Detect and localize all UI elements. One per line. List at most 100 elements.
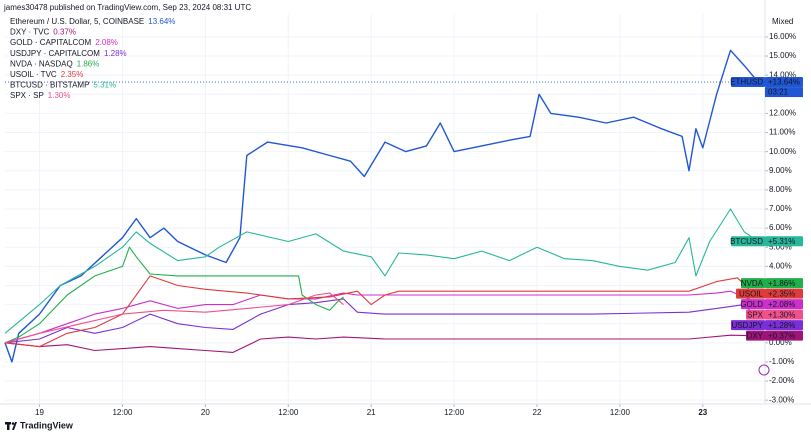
series-line (4, 208, 759, 334)
chart-title: james30478 published on TradingView.com,… (3, 3, 251, 12)
x-tick-label: 19 (35, 408, 44, 417)
series-line (4, 49, 759, 363)
legend: Ethereum / U.S. Dollar, 5, COINBASE 13.64… (10, 17, 175, 100)
badge-value: +1.86% (768, 279, 795, 288)
series-line (4, 292, 344, 344)
badge: GOLD +2.08% (740, 299, 803, 310)
countdown-bg (765, 87, 803, 98)
logo (5, 422, 17, 430)
event-icon (758, 364, 770, 376)
badge-value-bg (765, 236, 803, 247)
x-tick-label: 12:00 (444, 408, 465, 417)
badge-value: +1.30% (768, 310, 795, 319)
legend-entry: SPX · SP 1.30% (10, 91, 70, 100)
badge-value: +0.37% (768, 331, 795, 340)
badge-value: +5.31% (768, 237, 795, 246)
y-tick-label: 16.00% (769, 32, 796, 41)
badge-name-bg (746, 330, 765, 341)
badge-name-bg (746, 309, 765, 320)
y-tick-label: 14.00% (769, 70, 796, 79)
legend-label: NVDA · NASDAQ (10, 60, 73, 69)
legend-label: SPX · SP (10, 91, 44, 100)
badge-name-bg (741, 278, 765, 289)
badge: USOIL +2.35% (736, 288, 803, 299)
logo-part (7, 422, 10, 430)
badge-name: USOIL (739, 289, 764, 298)
legend-label: USDJPY · CAPITALCOM (10, 49, 100, 58)
x-tick-label: 22 (533, 408, 542, 417)
badge-name-bg (731, 320, 765, 331)
x-tick-label: 21 (367, 408, 376, 417)
logo-part (11, 422, 15, 425)
countdown: 03:21 (768, 88, 789, 97)
legend-entry: GOLD · CAPITALCOM 2.08% (10, 38, 118, 47)
y-tick-label: 11.00% (769, 128, 796, 137)
badge-value-bg (765, 320, 803, 331)
series-line (4, 334, 759, 353)
y-tick-label: 15.00% (769, 51, 796, 60)
y-tick-label: 10.00% (769, 147, 796, 156)
badge-value: +13.64% (768, 78, 800, 87)
legend-entry: USDJPY · CAPITALCOM 1.28% (10, 49, 127, 58)
badge-value: +2.35% (768, 289, 795, 298)
badge-name-bg (731, 77, 765, 88)
badge-name: SPX (747, 310, 764, 319)
badge-name-bg (736, 288, 765, 299)
legend-label: USOIL · TVC (10, 70, 57, 79)
badge: USDJPY +1.28% (731, 320, 803, 331)
legend-change: 5.31% (93, 81, 116, 90)
badge-value-bg (765, 288, 803, 299)
badge-name: BTCUSD (730, 237, 763, 246)
series-line (4, 246, 344, 344)
badges: ETHUSD +13.64%03:21 BTCUSD +5.31% NVDA +1.86%… (730, 77, 803, 341)
y-tick-label: 4.00% (769, 261, 792, 270)
legend-change: 0.37% (53, 28, 76, 37)
badge-value-bg (765, 278, 803, 289)
badge-name: USDJPY (731, 321, 763, 330)
x-tick-label: 23 (698, 408, 707, 417)
badge-name-bg (741, 299, 765, 310)
y-tick-label: 8.00% (769, 185, 792, 194)
badge-name: GOLD (740, 300, 763, 309)
scale-mode: Mixed (772, 17, 793, 26)
y-tick-label: -1.00% (769, 357, 794, 366)
badge-value-bg (765, 309, 803, 320)
badge-value: +1.28% (768, 321, 795, 330)
legend-change: 1.28% (104, 49, 127, 58)
x-tick-label: 12:00 (610, 408, 631, 417)
legend-label: Ethereum / U.S. Dollar, 5, COINBASE (10, 17, 144, 26)
y-tick-label: -2.00% (769, 376, 794, 385)
badge: NVDA +1.86% (741, 278, 803, 289)
badge: DXY +0.37% (746, 330, 803, 341)
y-tick-label: 9.00% (769, 166, 792, 175)
y-tick-label: 0.00% (769, 338, 792, 347)
x-tick-label: 12:00 (278, 408, 299, 417)
legend-change: 1.30% (48, 91, 71, 100)
y-tick-label: -3.00% (769, 395, 794, 404)
badge-name-bg (731, 236, 765, 247)
footer: TradingView (20, 420, 74, 430)
y-tick-label: 5.00% (769, 242, 792, 251)
legend-change: 1.86% (77, 60, 100, 69)
legend-change: 2.08% (95, 38, 118, 47)
badge-name: NVDA (741, 279, 764, 288)
badge: ETHUSD +13.64%03:21 (730, 77, 803, 98)
lines (4, 49, 759, 363)
legend-change: 13.64% (148, 17, 175, 26)
x-tick-label: 12:00 (112, 408, 133, 417)
badge-name: ETHUSD (730, 78, 763, 87)
legend-entry: BTCUSD · BITSTAMP 5.31% (10, 81, 116, 90)
legend-entry: DXY · TVC 0.37% (10, 28, 76, 37)
legend-label: BTCUSD · BITSTAMP (10, 81, 89, 90)
legend-entry: Ethereum / U.S. Dollar, 5, COINBASE 13.64… (10, 17, 175, 26)
badge-value: +2.08% (768, 300, 795, 309)
badge: SPX +1.30% (746, 309, 803, 320)
legend-entry: USOIL · TVC 2.35% (10, 70, 83, 79)
y-tick-label: 6.00% (769, 223, 792, 232)
legend-label: GOLD · CAPITALCOM (10, 38, 92, 47)
badge-value-bg (765, 330, 803, 341)
badge-value-bg (765, 77, 803, 88)
grid (5, 14, 765, 404)
